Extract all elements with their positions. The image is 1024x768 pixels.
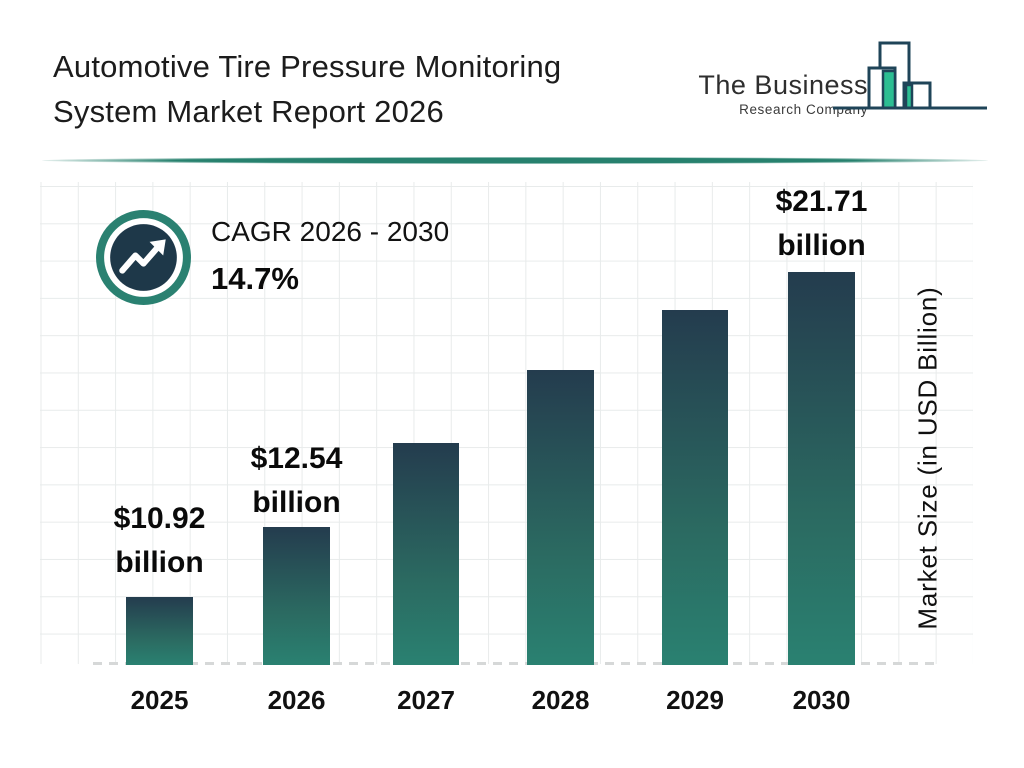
trending-up-icon — [96, 210, 191, 305]
bar-2028 — [527, 370, 594, 665]
bar-2027 — [393, 443, 459, 665]
value-label-2026: $12.54 billion — [250, 442, 343, 519]
value-label-2025: $10.92 billion — [113, 502, 206, 579]
x-tick-2026: 2026 — [267, 685, 326, 715]
x-tick-2030: 2030 — [792, 685, 851, 715]
company-subtitle: Research Company — [739, 102, 868, 117]
bar-2030 — [788, 272, 855, 665]
x-tick-2028: 2028 — [531, 685, 590, 715]
bar-2029 — [662, 310, 728, 665]
x-tick-2027: 2027 — [397, 685, 455, 715]
page-title-line2: System Market Report 2026 — [53, 94, 444, 129]
dashed-baseline — [93, 662, 938, 665]
bar-2025 — [126, 597, 193, 665]
x-tick-2029: 2029 — [666, 685, 724, 715]
cagr-value: 14.7% — [211, 261, 299, 296]
company-logo-text: The Business Research Company — [698, 70, 868, 117]
teal-divider — [42, 157, 988, 164]
cagr-period-label: CAGR 2026 - 2030 — [211, 216, 450, 247]
company-logo: The Business Research Company — [698, 38, 990, 117]
x-tick-2025: 2025 — [130, 685, 189, 715]
skyline-bar-chart-icon — [833, 41, 987, 110]
bar-2026 — [263, 527, 330, 665]
company-name: The Business — [698, 70, 868, 100]
y-axis-label: Market Size (in USD Billion) — [912, 286, 943, 630]
value-label-2030: $21.71 billion — [775, 185, 868, 262]
page-title-line1: Automotive Tire Pressure Monitoring — [53, 49, 562, 84]
page-title: Automotive Tire Pressure Monitoring Syst… — [53, 44, 693, 134]
